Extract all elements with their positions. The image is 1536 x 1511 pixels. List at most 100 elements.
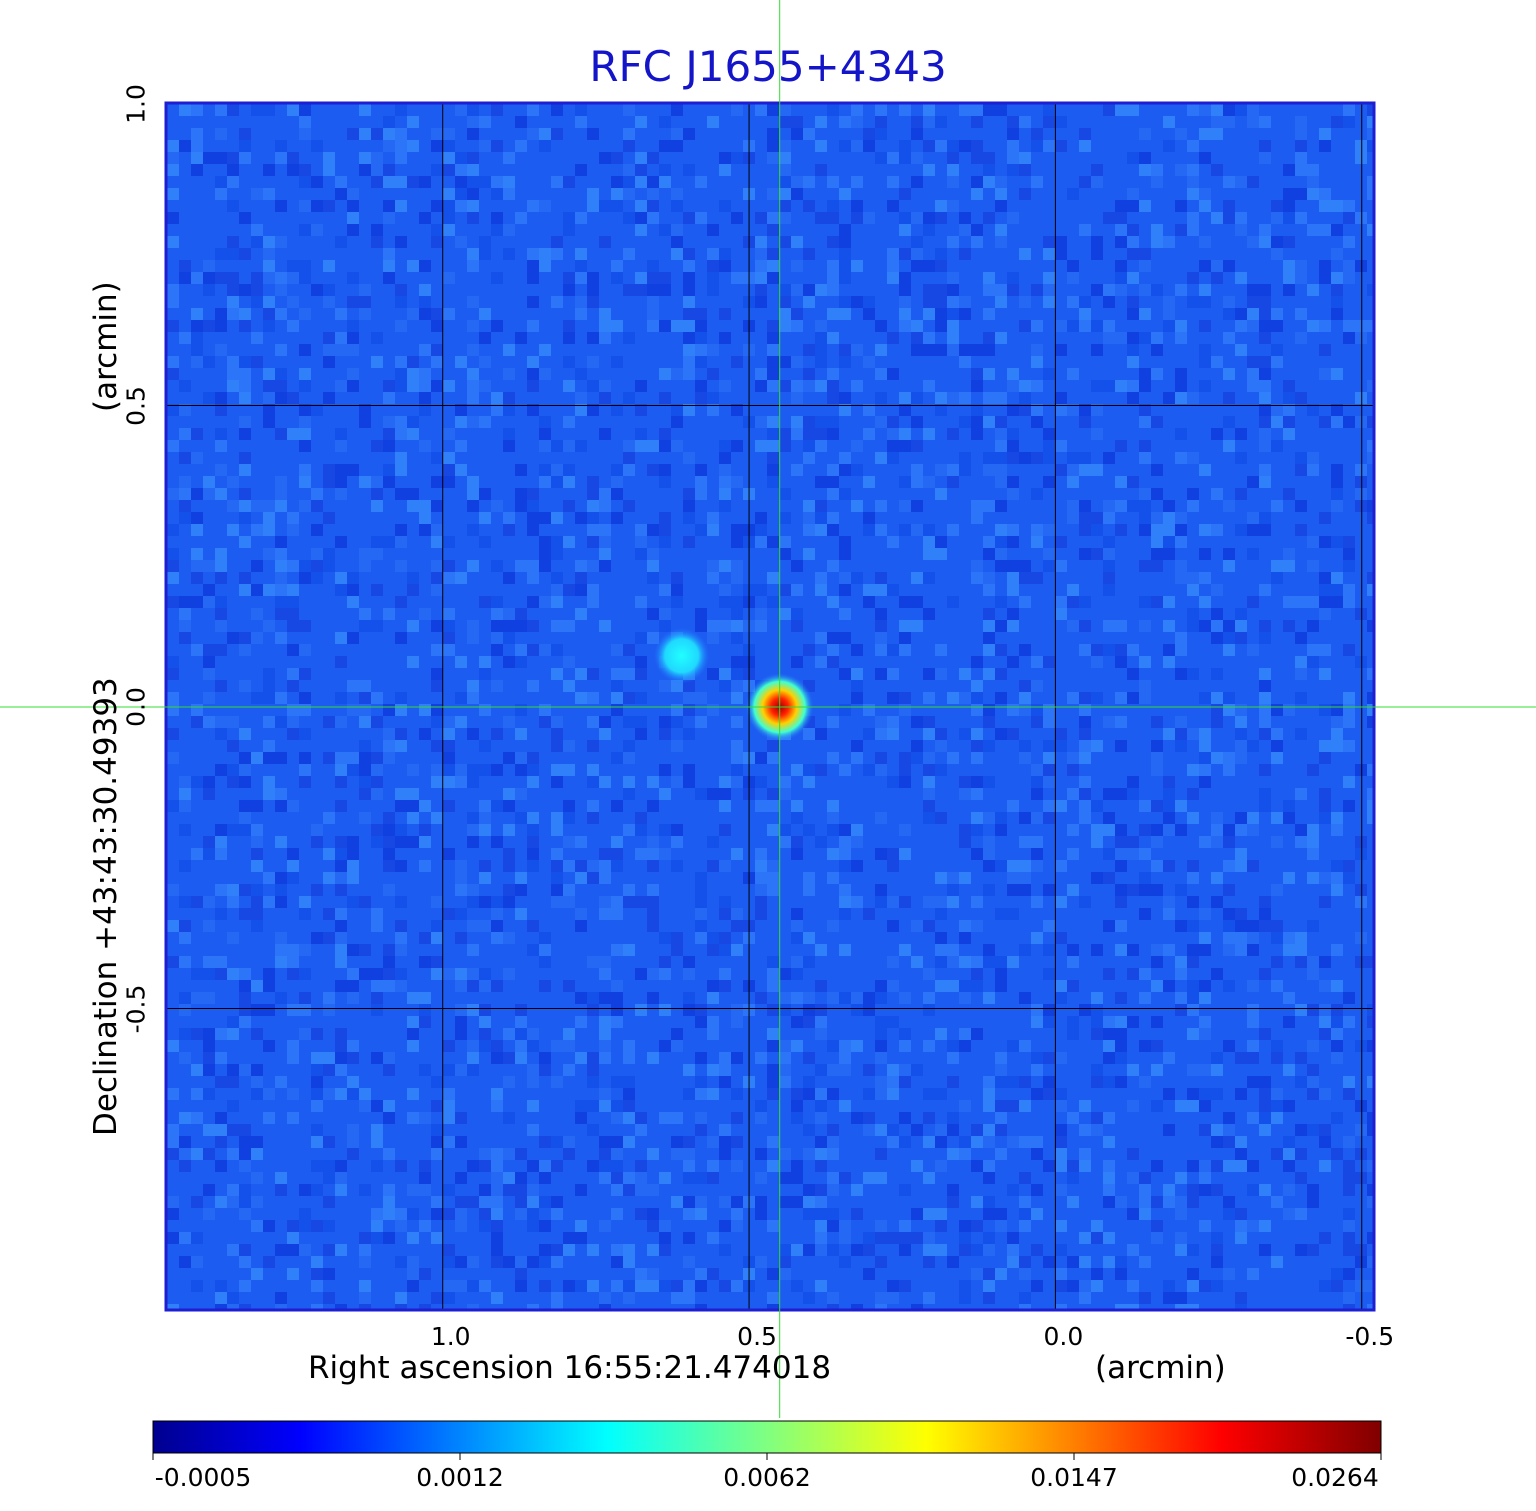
- noise-pixel: [1043, 656, 1055, 668]
- noise-pixel: [395, 104, 407, 116]
- noise-pixel: [719, 164, 731, 176]
- noise-pixel: [695, 920, 707, 932]
- noise-pixel: [935, 932, 947, 944]
- noise-pixel: [587, 212, 599, 224]
- noise-pixel: [959, 308, 971, 320]
- noise-pixel: [1211, 620, 1223, 632]
- noise-pixel: [431, 608, 443, 620]
- noise-pixel: [1367, 320, 1374, 332]
- noise-pixel: [803, 932, 815, 944]
- noise-pixel: [1319, 1136, 1331, 1148]
- noise-pixel: [1103, 128, 1115, 140]
- noise-pixel: [395, 1256, 407, 1268]
- noise-pixel: [611, 728, 623, 740]
- noise-pixel: [203, 560, 215, 572]
- noise-pixel: [323, 872, 335, 884]
- noise-pixel: [983, 944, 995, 956]
- noise-pixel: [503, 368, 515, 380]
- noise-pixel: [1031, 812, 1043, 824]
- noise-pixel: [875, 416, 887, 428]
- noise-pixel: [1079, 464, 1091, 476]
- noise-pixel: [215, 908, 227, 920]
- noise-pixel: [851, 176, 863, 188]
- noise-pixel: [383, 1196, 395, 1208]
- noise-pixel: [191, 320, 203, 332]
- noise-pixel: [251, 884, 263, 896]
- noise-pixel: [995, 1100, 1007, 1112]
- noise-pixel: [779, 1196, 791, 1208]
- noise-pixel: [935, 488, 947, 500]
- noise-pixel: [623, 1040, 635, 1052]
- noise-pixel: [1127, 332, 1139, 344]
- noise-pixel: [1319, 1088, 1331, 1100]
- noise-pixel: [347, 752, 359, 764]
- noise-pixel: [287, 104, 299, 116]
- noise-pixel: [1139, 1040, 1151, 1052]
- noise-pixel: [839, 1232, 851, 1244]
- noise-pixel: [1163, 512, 1175, 524]
- noise-pixel: [203, 608, 215, 620]
- noise-pixel: [767, 752, 779, 764]
- noise-pixel: [203, 260, 215, 272]
- noise-pixel: [323, 1208, 335, 1220]
- noise-pixel: [923, 380, 935, 392]
- noise-pixel: [731, 404, 743, 416]
- noise-pixel: [995, 644, 1007, 656]
- noise-pixel: [779, 284, 791, 296]
- noise-pixel: [1019, 476, 1031, 488]
- noise-pixel: [611, 1016, 623, 1028]
- noise-pixel: [263, 716, 275, 728]
- noise-pixel: [599, 1040, 611, 1052]
- noise-pixel: [467, 896, 479, 908]
- noise-pixel: [527, 812, 539, 824]
- noise-pixel: [1199, 1184, 1211, 1196]
- noise-pixel: [1199, 356, 1211, 368]
- noise-pixel: [503, 656, 515, 668]
- noise-pixel: [239, 1184, 251, 1196]
- noise-pixel: [815, 980, 827, 992]
- noise-pixel: [659, 428, 671, 440]
- noise-pixel: [1271, 752, 1283, 764]
- noise-pixel: [1163, 200, 1175, 212]
- noise-pixel: [647, 728, 659, 740]
- noise-pixel: [1043, 1208, 1055, 1220]
- noise-pixel: [803, 1184, 815, 1196]
- noise-pixel: [563, 584, 575, 596]
- noise-pixel: [971, 296, 983, 308]
- noise-pixel: [407, 764, 419, 776]
- noise-pixel: [431, 140, 443, 152]
- noise-pixel: [1163, 1244, 1175, 1256]
- noise-pixel: [803, 440, 815, 452]
- noise-pixel: [731, 1112, 743, 1124]
- noise-pixel: [227, 200, 239, 212]
- noise-pixel: [887, 908, 899, 920]
- noise-pixel: [1355, 764, 1367, 776]
- noise-pixel: [1103, 332, 1115, 344]
- noise-pixel: [1127, 920, 1139, 932]
- noise-pixel: [719, 932, 731, 944]
- noise-pixel: [1259, 968, 1271, 980]
- noise-pixel: [1079, 788, 1091, 800]
- noise-pixel: [251, 1088, 263, 1100]
- noise-pixel: [227, 1124, 239, 1136]
- noise-pixel: [1019, 680, 1031, 692]
- noise-pixel: [779, 1172, 791, 1184]
- noise-pixel: [1271, 1088, 1283, 1100]
- noise-pixel: [671, 188, 683, 200]
- noise-pixel: [911, 212, 923, 224]
- noise-pixel: [239, 1136, 251, 1148]
- noise-pixel: [1223, 368, 1235, 380]
- noise-pixel: [995, 392, 1007, 404]
- noise-pixel: [1307, 620, 1319, 632]
- noise-pixel: [959, 296, 971, 308]
- noise-pixel: [491, 680, 503, 692]
- noise-pixel: [827, 872, 839, 884]
- noise-pixel: [1103, 380, 1115, 392]
- noise-pixel: [887, 332, 899, 344]
- noise-pixel: [1271, 104, 1283, 116]
- noise-pixel: [479, 1040, 491, 1052]
- noise-pixel: [803, 644, 815, 656]
- noise-pixel: [299, 704, 311, 716]
- noise-pixel: [419, 308, 431, 320]
- noise-pixel: [551, 464, 563, 476]
